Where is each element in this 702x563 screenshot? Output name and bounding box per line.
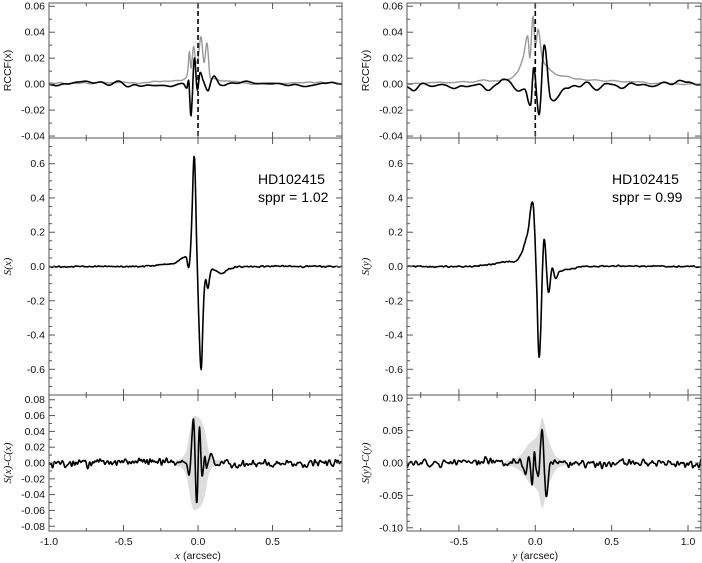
panel-sx-minus-cx: -1.0 -0.5 0.0 0.5 x (arcsec) -0.08 -0.06 -0.04 -…	[2, 394, 343, 562]
y-tick-label: -0.06	[21, 505, 45, 517]
series-black	[48, 57, 343, 117]
y-tick-label: 0.2	[30, 227, 45, 239]
y-tick-label: 0.06	[25, 410, 46, 422]
y-axis-label: S(x)	[2, 257, 14, 275]
y-tick-label: 0.00	[25, 458, 46, 470]
y-tick-label: 0.10	[383, 393, 404, 405]
y-tick-label: -0.04	[21, 489, 45, 501]
y-tick-label: 0.0	[388, 261, 403, 273]
y-tick-label: 0.04	[25, 426, 46, 438]
y-axis-label: S(y)	[360, 257, 372, 275]
y-tick-label: 0.08	[25, 394, 46, 406]
annotation-star-left: HD102415	[258, 171, 325, 187]
y-axis-label: RCCF(x)	[2, 50, 14, 91]
x-axis-label-unit: (arcsec)	[180, 550, 221, 562]
series-residual	[48, 418, 343, 504]
x-tick-label: 1.0	[681, 536, 696, 548]
x-tick-label: 0.0	[191, 536, 206, 548]
annotation-star-right: HD102415	[612, 171, 679, 187]
y-axis-label: S(x)-C(x)	[2, 442, 14, 483]
y-tick-label: -0.2	[27, 295, 45, 307]
y-tick-label: -0.02	[379, 105, 403, 117]
x-axis-label: x (arcsec)	[174, 550, 221, 562]
y-tick-label: 0.00	[383, 458, 404, 470]
x-axis-label-unit: (arcsec)	[517, 550, 558, 562]
series-s-x-	[48, 155, 343, 371]
x-axis-label-var: y	[511, 550, 517, 562]
series-black	[406, 44, 702, 116]
axes-frame	[406, 2, 702, 139]
y-tick-label: -0.02	[21, 105, 45, 117]
series-residual	[406, 428, 702, 498]
series-s-y-	[406, 201, 702, 359]
panel-rccf-x: -0.04 -0.02 0.00 0.02 0.04 0.06 RCCF(x)	[2, 1, 343, 143]
y-tick-label: -0.02	[21, 473, 45, 485]
y-tick-label: 0.4	[388, 192, 403, 204]
x-tick-label: 0.5	[604, 536, 619, 548]
y-tick-label: 0.4	[30, 192, 45, 204]
y-axis-label: RCCF(y)	[360, 50, 372, 91]
y-tick-label: -0.4	[27, 330, 45, 342]
y-tick-label: -0.2	[385, 295, 403, 307]
panel-sy-minus-cy: -0.5 0.0 0.5 1.0 y (arcsec) -0.10 -0.05 0.00 0.0…	[360, 393, 702, 562]
y-tick-label: 0.06	[25, 1, 46, 13]
y-tick-label: -0.6	[27, 364, 45, 376]
y-tick-label: 0.06	[383, 1, 404, 13]
y-tick-label: 0.6	[30, 158, 45, 170]
panel-rccf-y: -0.04 -0.02 0.00 0.02 0.04 0.06 RCCF(y)	[360, 1, 702, 143]
x-axis-label-var: x	[174, 550, 180, 562]
annotation-sppr-left: sppr = 1.02	[258, 189, 329, 205]
y-tick-label: -0.08	[21, 521, 45, 533]
y-tick-label: -0.6	[385, 364, 403, 376]
y-tick-label: -0.04	[379, 131, 403, 143]
y-tick-label: 0.02	[383, 53, 404, 65]
y-tick-label: 0.02	[25, 53, 46, 65]
x-tick-label: -0.5	[450, 536, 468, 548]
y-tick-label: 0.6	[388, 158, 403, 170]
y-tick-label: -0.10	[379, 522, 403, 534]
y-tick-label: 0.00	[383, 79, 404, 91]
x-tick-label: -0.5	[114, 536, 132, 548]
y-axis-label: S(y)-C(y)	[360, 442, 372, 483]
x-tick-label: -1.0	[40, 536, 58, 548]
y-tick-label: -0.05	[379, 490, 403, 502]
x-tick-label: 0.0	[528, 536, 543, 548]
y-tick-label: 0.00	[25, 79, 46, 91]
annotation-sppr-right: sppr = 0.99	[612, 189, 683, 205]
x-tick-label: 0.5	[265, 536, 280, 548]
y-tick-label: 0.2	[388, 227, 403, 239]
panel-s-x: -0.6 -0.4 -0.2 0.0 0.2 0.4 0.6 S(x)	[2, 137, 343, 396]
y-tick-label: -0.4	[385, 330, 403, 342]
x-axis-label: y (arcsec)	[511, 550, 558, 562]
series-gray	[406, 15, 702, 86]
y-tick-label: -0.04	[21, 131, 45, 143]
y-tick-label: 0.05	[383, 425, 404, 437]
y-tick-label: 0.04	[383, 27, 404, 39]
y-tick-label: 0.02	[25, 442, 46, 454]
y-tick-label: 0.04	[25, 27, 46, 39]
y-tick-label: 0.0	[30, 261, 45, 273]
